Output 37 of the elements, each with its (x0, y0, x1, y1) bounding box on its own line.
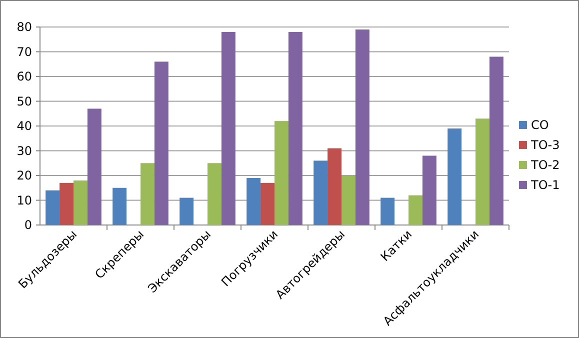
bar (489, 56, 504, 225)
y-tick-label: 60 (16, 70, 32, 84)
legend-label: ТО-1 (530, 178, 560, 192)
y-tick-label: 40 (16, 119, 32, 134)
bar (355, 29, 370, 225)
bar (60, 182, 74, 225)
y-tick-label: 20 (16, 168, 32, 183)
bar (448, 128, 462, 225)
y-tick-label: 70 (16, 44, 32, 59)
bar (112, 188, 127, 225)
bar (328, 148, 342, 225)
bar (342, 176, 356, 225)
bar (476, 118, 490, 225)
y-tick-label: 80 (16, 20, 32, 34)
bar (408, 195, 422, 225)
bar (140, 163, 154, 225)
bar (260, 182, 274, 225)
bar (246, 178, 261, 225)
bar (154, 62, 168, 225)
y-tick-label: 30 (16, 144, 32, 158)
y-tick-label: 0 (24, 218, 32, 232)
legend-label: СО (531, 118, 549, 132)
bar (208, 163, 222, 225)
legend-label: ТО-3 (530, 138, 560, 152)
bar (274, 121, 288, 225)
bar (422, 156, 436, 225)
bar (180, 198, 194, 225)
bar (74, 180, 88, 225)
bar (314, 160, 328, 225)
bar (288, 32, 302, 225)
legend-label: ТО-2 (530, 158, 560, 172)
bar (221, 32, 236, 225)
bar (380, 198, 395, 225)
bar (87, 108, 102, 225)
bar (46, 190, 60, 225)
y-tick-label: 50 (16, 94, 32, 108)
y-tick-label: 10 (16, 193, 32, 208)
